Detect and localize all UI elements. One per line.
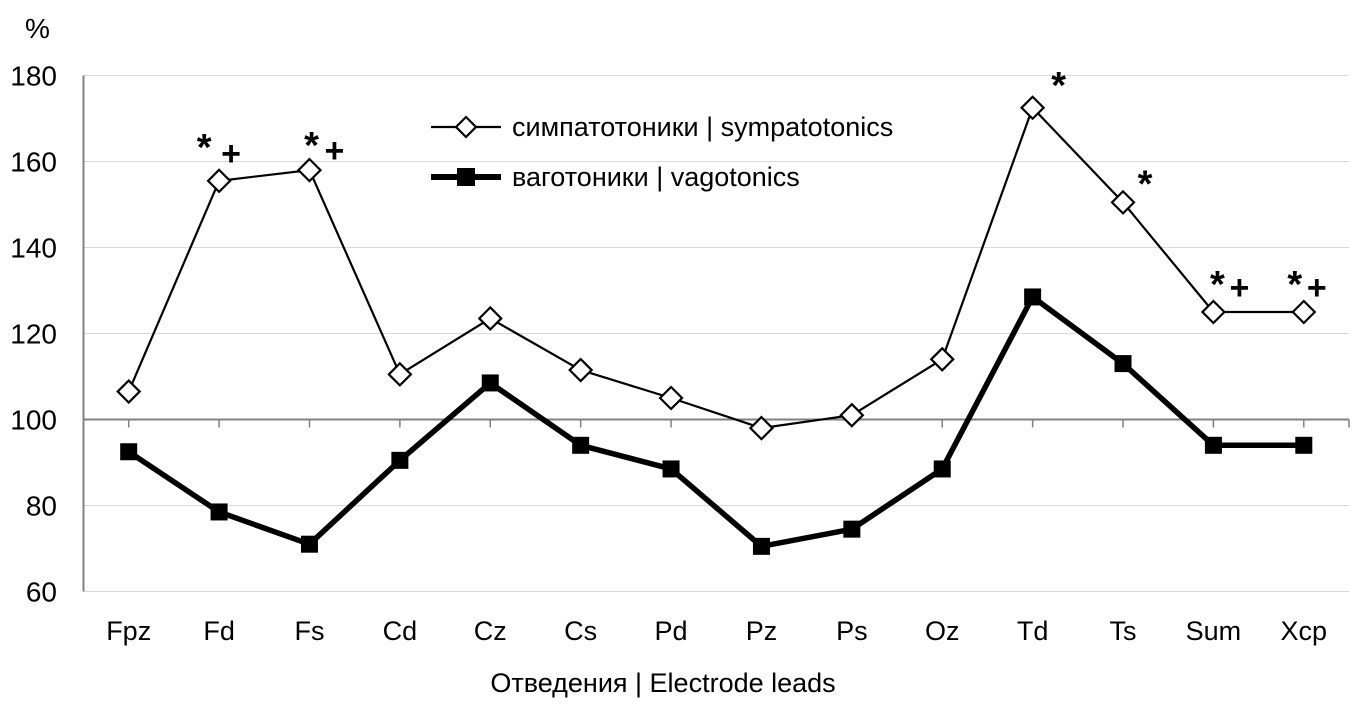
diamond-marker [1110, 189, 1136, 215]
x-tick-label: Ps [836, 616, 868, 646]
diamond-marker [206, 168, 232, 194]
diamond-marker [477, 305, 503, 332]
square-marker [843, 520, 861, 538]
y-axis-unit-label: % [25, 13, 50, 44]
diamond-marker [568, 357, 594, 383]
x-tick-label: Fd [203, 616, 235, 646]
significance-star: * [1287, 264, 1302, 306]
square-marker [1204, 436, 1222, 454]
x-tick-label: Fpz [106, 616, 151, 646]
diamond-marker [1020, 95, 1046, 121]
y-tick-label: 100 [10, 405, 57, 436]
y-tick-label: 160 [10, 147, 57, 178]
x-tick-label: Cd [383, 616, 418, 646]
y-tick-label: 140 [10, 233, 57, 264]
legend-label-sympatotonics: симпатотоники | sympatotonics [512, 111, 894, 142]
square-marker [391, 451, 409, 469]
legend-item-sympatotonics: симпатотоники | sympatotonics [430, 102, 893, 152]
diamond-marker [1200, 299, 1226, 325]
y-tick-label: 60 [26, 577, 57, 608]
diamond-marker [929, 346, 955, 372]
square-marker [752, 537, 770, 555]
significance-star: * [197, 127, 212, 169]
x-axis-title: Отведения | Electrode leads [490, 668, 836, 698]
square-marker [1024, 288, 1042, 306]
series-line-0 [127, 106, 1305, 430]
diamond-marker [748, 415, 775, 441]
x-tick-label: Fs [294, 616, 324, 646]
x-tick-label: Pd [655, 616, 688, 646]
square-marker [933, 460, 951, 478]
square-marker [120, 443, 138, 461]
significance-plus: + [221, 135, 241, 173]
diamond-marker [658, 385, 684, 411]
x-tick-label: Pz [746, 616, 778, 646]
x-tick-label: Cz [474, 616, 507, 646]
x-tick-label: Sum [1186, 616, 1242, 646]
diamond-marker [1291, 299, 1317, 325]
square-marker [210, 503, 228, 521]
significance-star: * [304, 125, 319, 167]
significance-star: * [1138, 163, 1153, 205]
x-tick-label: Ts [1110, 616, 1137, 646]
square-marker [662, 460, 680, 478]
square-marker [1114, 355, 1132, 373]
x-tick-label: Xcp [1281, 616, 1328, 646]
diamond-marker [116, 378, 142, 405]
significance-star: * [1210, 264, 1225, 306]
legend-line-sample-thin [431, 115, 501, 139]
diamond-marker-icon [454, 115, 478, 139]
legend-line-sample-thick [431, 168, 501, 186]
x-tick-label: Cs [564, 616, 597, 646]
legend: симпатотоники | sympatotonics ваготоники… [430, 102, 893, 202]
series-line-1 [125, 294, 1307, 550]
square-marker [572, 436, 590, 454]
significance-plus: + [1229, 269, 1249, 307]
x-tick-label: Oz [925, 616, 960, 646]
diamond-marker [296, 157, 323, 183]
significance-star: * [1051, 65, 1066, 107]
legend-label-vagotonics: ваготоники | vagotonics [512, 161, 800, 192]
square-marker [1295, 436, 1313, 454]
square-marker-icon [457, 168, 475, 186]
significance-plus: + [325, 132, 345, 170]
square-marker [481, 374, 499, 392]
y-tick-label: 120 [10, 319, 57, 350]
diamond-marker [839, 402, 865, 428]
diamond-marker [387, 361, 413, 387]
y-tick-label: 80 [26, 491, 57, 522]
square-marker [300, 535, 318, 553]
significance-plus: + [1307, 269, 1327, 307]
y-tick-label: 180 [10, 61, 57, 92]
x-tick-label: Td [1017, 616, 1049, 646]
legend-item-vagotonics: ваготоники | vagotonics [430, 152, 893, 202]
